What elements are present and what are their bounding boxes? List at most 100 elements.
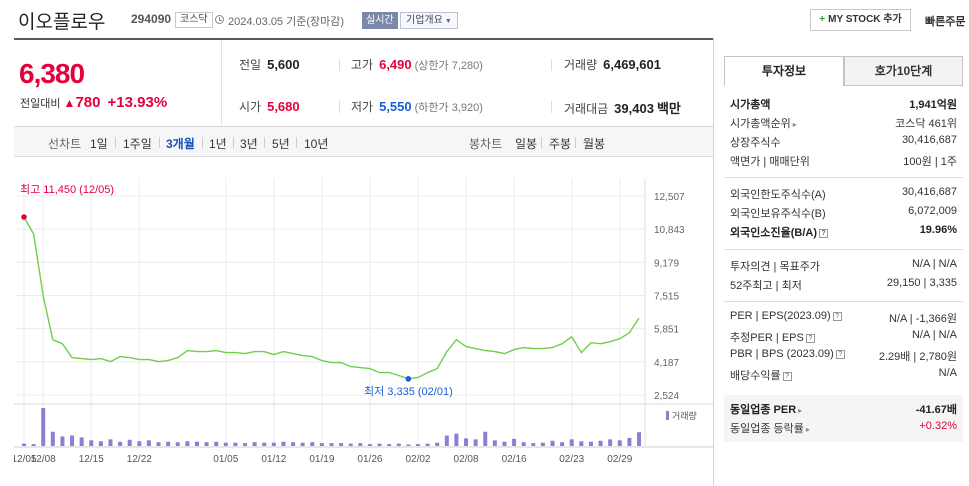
tab-3y[interactable]: 3년 <box>240 137 258 151</box>
divider <box>296 137 297 148</box>
help-icon[interactable]: ? <box>819 229 828 238</box>
company-overview-button[interactable]: 기업개요 ▼ <box>400 12 458 29</box>
change-percent: +13.93% <box>107 94 168 111</box>
bps-label: BPS (2023.09) <box>761 348 834 360</box>
divider <box>724 301 963 302</box>
volume-bar <box>502 441 507 446</box>
tab-investment-info[interactable]: 투자정보 <box>724 56 844 86</box>
low-price: 저가 5,550 (하한가 3,920) <box>351 98 483 115</box>
stock-code: 294090 <box>131 12 172 26</box>
volume-bar <box>271 442 276 446</box>
divider <box>339 101 340 113</box>
tab-weekly[interactable]: 주봉 <box>549 137 572 151</box>
volume-bar <box>435 442 440 446</box>
volume-bar <box>396 443 401 446</box>
tab-order-book[interactable]: 호가10단계 <box>844 56 963 86</box>
tab-daily[interactable]: 일봉 <box>515 137 538 151</box>
volume-bar <box>310 442 315 446</box>
unit-value: 1주 <box>940 156 957 168</box>
volume-bar <box>627 437 632 446</box>
est-per-label: 추정PER <box>730 332 773 344</box>
dividend-label-wrap: 배당수익률? <box>730 367 792 383</box>
foreign-limit-label: 외국인한도주식수(A) <box>730 189 826 201</box>
volume-bar <box>540 442 545 446</box>
chevron-right-icon: ▸ <box>792 120 797 129</box>
quick-order-link[interactable]: 빠른주문 <box>925 16 966 28</box>
est-per-value: N/A <box>911 329 930 341</box>
x-tick-label: 01/26 <box>357 454 382 465</box>
x-tick-label: 12/05 <box>14 454 37 465</box>
volume-bar <box>406 444 411 446</box>
x-tick-label: 01/05 <box>213 454 238 465</box>
eps-label: EPS(2023.09) <box>761 310 831 322</box>
price-line <box>23 216 640 380</box>
foreign-hold-row: 외국인보유주식수(B) 6,072,009 <box>730 205 957 223</box>
tab-3m[interactable]: 3개월 <box>166 137 195 151</box>
price-panel: 6,380 전일대비 ▲780 +13.93% 전일 5,600 고가 6,490(… <box>14 38 713 128</box>
volume-bar <box>550 440 555 446</box>
per-value-wrap: N/A | -1,366원 <box>888 313 957 325</box>
week52-label: 52주최고 <box>730 280 773 292</box>
pbr-label-wrap: PBR | BPS (2023.09)? <box>730 348 845 360</box>
volume-bar <box>70 435 75 446</box>
volume-value: 6,469,601 <box>603 57 661 72</box>
volume-bar <box>243 443 248 446</box>
opinion-value-wrap: N/A | N/A <box>911 258 957 270</box>
volume-bar <box>415 444 420 446</box>
tab-5y[interactable]: 5년 <box>272 137 290 151</box>
x-tick-label: 02/16 <box>502 454 527 465</box>
rank-row[interactable]: 시가총액순위 ▸ 코스닥 461위 <box>730 115 957 133</box>
peer-per-row[interactable]: 동일업종 PER ▸ -41.67배 <box>730 401 957 419</box>
x-tick-label: 02/23 <box>559 454 584 465</box>
tab-10y[interactable]: 10년 <box>304 137 329 151</box>
rank-label-wrap: 시가총액순위 ▸ <box>730 115 797 131</box>
y-tick-label: 12,507 <box>654 192 685 203</box>
shares-value: 30,416,687 <box>901 134 957 146</box>
add-mystock-button[interactable]: + MY STOCK 추가 <box>810 9 911 31</box>
divider <box>233 137 234 148</box>
open-value: 5,680 <box>267 99 300 114</box>
volume-bar <box>348 443 353 446</box>
price-chart-svg: 12,507 10,843 9,179 7,515 5,851 4,187 2,524 12/… <box>14 178 713 465</box>
par-row: 액면가 | 매매단위 100원 | 1주 <box>730 153 957 171</box>
line-chart-label: 선차트 <box>48 137 82 151</box>
volume-legend-label: 거래량 <box>672 410 697 421</box>
peer-change-row[interactable]: 동일업종 등락률 ▸ +0.32% <box>730 420 957 438</box>
target-label: 목표주가 <box>779 261 820 273</box>
foreign-hold-label: 외국인보유주식수(B) <box>730 208 826 220</box>
tab-1w[interactable]: 1주일 <box>123 137 152 151</box>
help-icon[interactable]: ? <box>805 334 815 343</box>
tab-monthly[interactable]: 월봉 <box>583 137 606 151</box>
high-annotation: 최고 11,450 (12/05) <box>20 183 114 196</box>
realtime-button[interactable]: 실시간 <box>362 12 398 29</box>
volume-bar <box>300 442 305 446</box>
volume-bar <box>118 441 123 446</box>
help-icon[interactable]: ? <box>835 350 845 359</box>
tab-1d[interactable]: 1일 <box>90 137 108 151</box>
opinion-label-wrap: 투자의견 | 목표주가 <box>730 261 820 273</box>
rank-value: 코스닥 461위 <box>895 118 957 130</box>
volume-bar <box>127 439 132 446</box>
add-mystock-label: MY STOCK 추가 <box>828 14 902 25</box>
tab-1y[interactable]: 1년 <box>209 137 227 151</box>
volume-bar <box>367 444 372 446</box>
volume-bar <box>22 443 26 446</box>
divider <box>724 177 963 178</box>
market-cap-row: 시가총액 1,941억원 <box>730 96 957 114</box>
bps-value: 2,780원 <box>919 351 957 363</box>
divider <box>575 137 576 148</box>
clock-icon <box>215 15 224 24</box>
x-tick-label: 12/22 <box>127 454 152 465</box>
pbr-row: PBR | BPS (2023.09)? 2.29배 | 2,780원 <box>730 348 957 366</box>
volume-bar <box>473 439 478 446</box>
volume-bar <box>512 438 517 446</box>
help-icon[interactable]: ? <box>782 372 792 381</box>
volume-bar <box>579 441 584 446</box>
help-icon[interactable]: ? <box>832 312 842 321</box>
low-marker <box>405 376 412 382</box>
volume-bar <box>588 441 593 446</box>
high-value: 6,490 <box>379 57 412 72</box>
est-per-value-wrap: N/A | N/A <box>911 329 957 341</box>
current-price: 6,380 <box>19 58 85 89</box>
volume-bar <box>98 441 103 446</box>
